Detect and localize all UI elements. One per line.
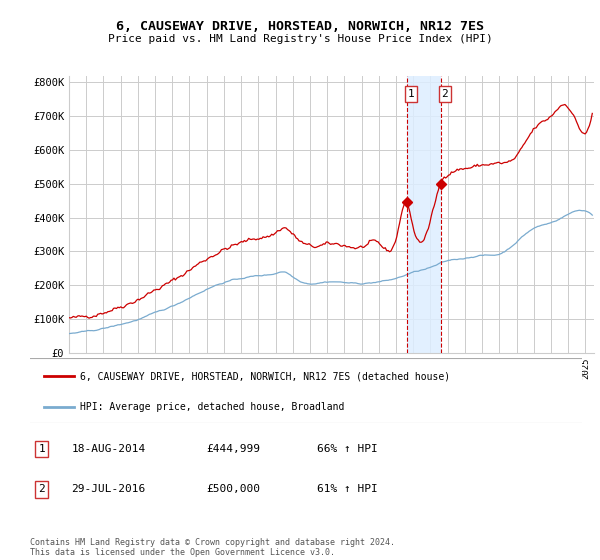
FancyBboxPatch shape — [25, 358, 587, 423]
Text: 6, CAUSEWAY DRIVE, HORSTEAD, NORWICH, NR12 7ES (detached house): 6, CAUSEWAY DRIVE, HORSTEAD, NORWICH, NR… — [80, 371, 450, 381]
Text: Price paid vs. HM Land Registry's House Price Index (HPI): Price paid vs. HM Land Registry's House … — [107, 34, 493, 44]
Text: £500,000: £500,000 — [206, 484, 260, 494]
Text: 6, CAUSEWAY DRIVE, HORSTEAD, NORWICH, NR12 7ES: 6, CAUSEWAY DRIVE, HORSTEAD, NORWICH, NR… — [116, 20, 484, 32]
Text: £444,999: £444,999 — [206, 444, 260, 454]
Text: 61% ↑ HPI: 61% ↑ HPI — [317, 484, 378, 494]
Text: 1: 1 — [407, 89, 415, 99]
Text: 2: 2 — [442, 89, 448, 99]
Text: HPI: Average price, detached house, Broadland: HPI: Average price, detached house, Broa… — [80, 402, 344, 412]
Text: 66% ↑ HPI: 66% ↑ HPI — [317, 444, 378, 454]
Text: 29-JUL-2016: 29-JUL-2016 — [71, 484, 146, 494]
Bar — [407, 76, 440, 353]
Text: 2: 2 — [38, 484, 45, 494]
Text: Contains HM Land Registry data © Crown copyright and database right 2024.
This d: Contains HM Land Registry data © Crown c… — [30, 538, 395, 557]
Text: 18-AUG-2014: 18-AUG-2014 — [71, 444, 146, 454]
Text: 1: 1 — [38, 444, 45, 454]
